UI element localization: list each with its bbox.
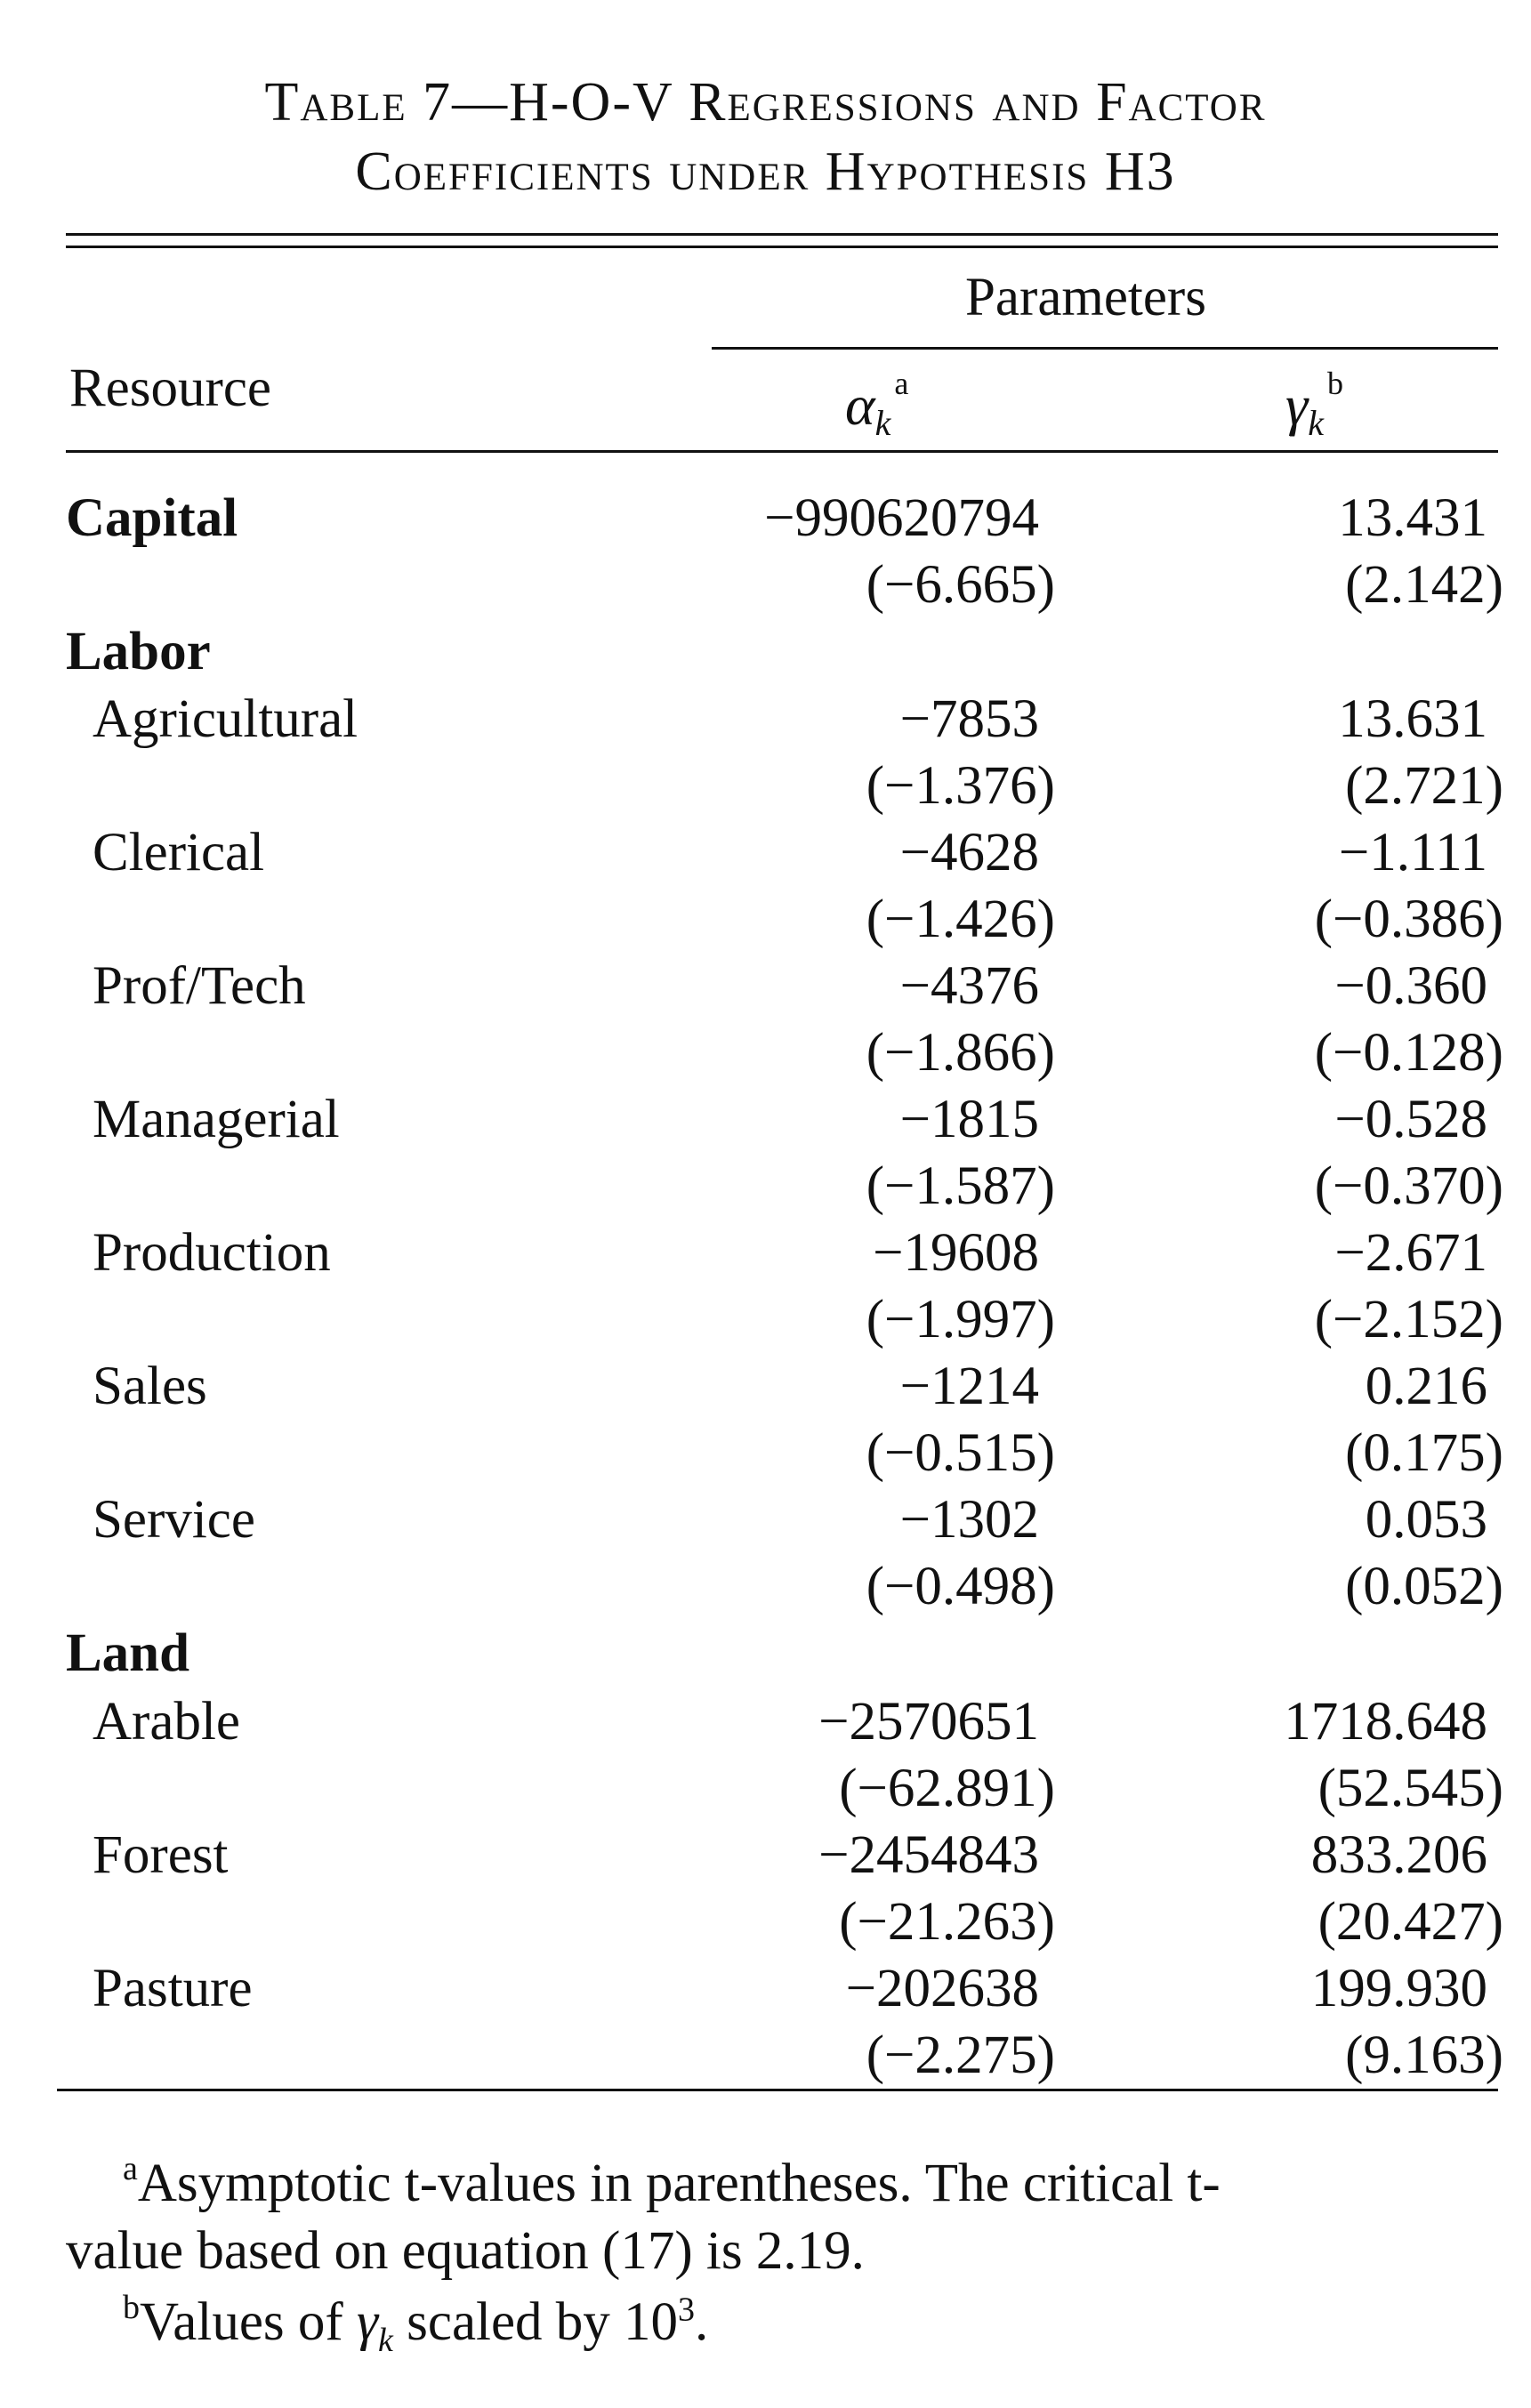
group-label: Labor bbox=[66, 622, 211, 681]
parameters-rule bbox=[712, 347, 1498, 350]
gamma-value: −0.360 bbox=[1334, 956, 1487, 1016]
gamma-t-value: (0.175) bbox=[1345, 1423, 1503, 1483]
footnote-a-marker: a bbox=[123, 2150, 138, 2187]
alpha-value: −4628 bbox=[899, 823, 1039, 882]
resource-label: Managerial bbox=[93, 1090, 340, 1149]
gamma-t-value: (9.163) bbox=[1345, 2025, 1503, 2085]
resource-label: Arable bbox=[93, 1692, 240, 1752]
resource-label: Pasture bbox=[93, 1959, 253, 2018]
gamma-value: 0.053 bbox=[1365, 1490, 1487, 1550]
top-double-rule-upper bbox=[66, 233, 1498, 236]
gamma-value: 833.206 bbox=[1310, 1825, 1487, 1885]
gamma-t-value: (52.545) bbox=[1317, 1759, 1503, 1818]
alpha-t-value: (−1.426) bbox=[866, 890, 1055, 949]
gamma-value: 13.631 bbox=[1338, 689, 1487, 749]
alpha-value: −2570651 bbox=[818, 1692, 1039, 1752]
gamma-value: 1718.648 bbox=[1284, 1692, 1487, 1752]
footnote-a: aAsymptotic t-values in parentheses. The… bbox=[66, 2135, 1489, 2285]
alpha-k-header: αka bbox=[845, 366, 909, 443]
group-label: Capital bbox=[66, 488, 238, 548]
alpha-value: −1302 bbox=[899, 1490, 1039, 1550]
footnote-a-line2: value based on equation (17) is 2.19. bbox=[66, 2221, 865, 2281]
resource-label: Service bbox=[93, 1490, 255, 1550]
footnote-b: bValues of γk scaled by 103. bbox=[123, 2289, 709, 2360]
top-double-rule-lower bbox=[66, 246, 1498, 248]
alpha-t-value: (−0.498) bbox=[866, 1557, 1055, 1616]
alpha-value: −4376 bbox=[899, 956, 1039, 1016]
gamma-value: −2.671 bbox=[1334, 1223, 1487, 1283]
alpha-value: −1214 bbox=[899, 1357, 1039, 1416]
footnote-a-line1: Asymptotic t-values in parentheses. The … bbox=[137, 2154, 1221, 2213]
resource-label: Sales bbox=[93, 1357, 207, 1416]
resource-label: Clerical bbox=[93, 823, 265, 882]
parameters-header: Parameters bbox=[965, 268, 1206, 327]
gamma-t-value: (0.052) bbox=[1345, 1557, 1503, 1616]
gamma-t-value: (−0.386) bbox=[1314, 890, 1503, 949]
alpha-t-value: (−0.515) bbox=[866, 1423, 1055, 1483]
gamma-value: −0.528 bbox=[1334, 1090, 1487, 1149]
alpha-t-value: (−1.376) bbox=[866, 756, 1055, 816]
alpha-t-value: (−62.891) bbox=[839, 1759, 1055, 1818]
alpha-t-value: (−1.587) bbox=[866, 1156, 1055, 1216]
alpha-value: −19608 bbox=[873, 1223, 1039, 1283]
resource-header: Resource bbox=[69, 358, 271, 418]
gamma-value: 0.216 bbox=[1365, 1357, 1487, 1416]
alpha-value: −1815 bbox=[899, 1090, 1039, 1149]
alpha-t-value: (−21.263) bbox=[839, 1892, 1055, 1952]
alpha-t-value: (−1.997) bbox=[866, 1290, 1055, 1349]
gamma-value: 13.431 bbox=[1338, 488, 1487, 548]
gamma-t-value: (−0.370) bbox=[1314, 1156, 1503, 1216]
resource-label: Prof/Tech bbox=[93, 956, 306, 1016]
table-caption-line2: Coefficients under Hypothesis H3 bbox=[355, 141, 1176, 202]
alpha-t-value: (−1.866) bbox=[866, 1023, 1055, 1083]
gamma-t-value: (20.427) bbox=[1317, 1892, 1503, 1952]
gamma-t-value: (2.721) bbox=[1345, 756, 1503, 816]
gamma-value: 199.930 bbox=[1310, 1959, 1487, 2018]
alpha-t-value: (−6.665) bbox=[866, 555, 1055, 615]
resource-label: Production bbox=[93, 1223, 331, 1283]
gamma-t-value: (2.142) bbox=[1345, 555, 1503, 615]
gamma-t-value: (−2.152) bbox=[1314, 1290, 1503, 1349]
alpha-value: −7853 bbox=[899, 689, 1039, 749]
resource-label: Agricultural bbox=[93, 689, 359, 749]
header-bottom-rule bbox=[66, 450, 1498, 453]
alpha-t-value: (−2.275) bbox=[866, 2025, 1055, 2085]
bottom-rule bbox=[57, 2089, 1498, 2091]
alpha-value: −990620794 bbox=[764, 488, 1039, 548]
group-label: Land bbox=[66, 1623, 190, 1683]
alpha-value: −2454843 bbox=[818, 1825, 1039, 1885]
alpha-value: −202638 bbox=[845, 1959, 1039, 2018]
gamma-value: −1.111 bbox=[1338, 823, 1487, 882]
gamma-t-value: (−0.128) bbox=[1314, 1023, 1503, 1083]
resource-label: Forest bbox=[93, 1825, 229, 1885]
footnote-b-marker: b bbox=[123, 2289, 140, 2326]
gamma-k-header: γkb bbox=[1285, 366, 1343, 443]
table-caption-line1: Table 7—H-O-V Regressions and Factor bbox=[264, 72, 1267, 133]
